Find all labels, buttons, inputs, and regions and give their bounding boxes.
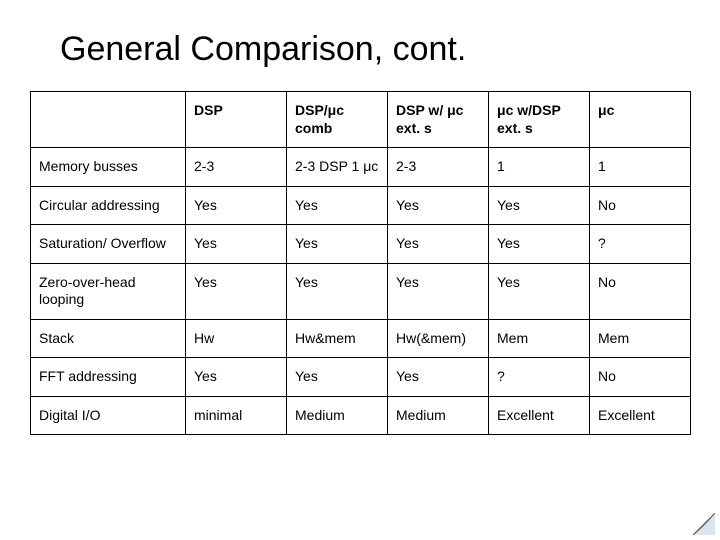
cell: Excellent: [489, 396, 590, 435]
cell: Mem: [590, 319, 691, 358]
cell: 2-3 DSP 1 μc: [287, 148, 388, 187]
row-label: Digital I/O: [31, 396, 186, 435]
row-label: Zero-over-head looping: [31, 263, 186, 319]
table-row: Digital I/O minimal Medium Medium Excell…: [31, 396, 691, 435]
table-row: Saturation/ Overflow Yes Yes Yes Yes ?: [31, 225, 691, 264]
table-row: Zero-over-head looping Yes Yes Yes Yes N…: [31, 263, 691, 319]
table-row: FFT addressing Yes Yes Yes ? No: [31, 358, 691, 397]
cell: Yes: [388, 263, 489, 319]
row-label: FFT addressing: [31, 358, 186, 397]
cell: Yes: [287, 358, 388, 397]
cell: Yes: [186, 186, 287, 225]
table-row: Circular addressing Yes Yes Yes Yes No: [31, 186, 691, 225]
col-header: DSP: [186, 92, 287, 148]
cell: Medium: [388, 396, 489, 435]
cell: Yes: [489, 225, 590, 264]
col-header: DSP w/ μc ext. s: [388, 92, 489, 148]
slide-title: General Comparison, cont.: [60, 30, 690, 69]
cell: 1: [489, 148, 590, 187]
cell: 1: [590, 148, 691, 187]
comparison-table: DSP DSP/μc comb DSP w/ μc ext. s μc w/DS…: [30, 91, 691, 435]
cell: Yes: [287, 263, 388, 319]
cell: Excellent: [590, 396, 691, 435]
cell: No: [590, 263, 691, 319]
cell: 2-3: [388, 148, 489, 187]
cell: No: [590, 358, 691, 397]
col-header: [31, 92, 186, 148]
row-label: Saturation/ Overflow: [31, 225, 186, 264]
cell: Hw&mem: [287, 319, 388, 358]
cell: 2-3: [186, 148, 287, 187]
cell: Medium: [287, 396, 388, 435]
cell: Hw: [186, 319, 287, 358]
cell: Yes: [186, 263, 287, 319]
cell: ?: [590, 225, 691, 264]
cell: Yes: [489, 263, 590, 319]
cell: Yes: [489, 186, 590, 225]
cell: ?: [489, 358, 590, 397]
cell: Yes: [287, 225, 388, 264]
page-curl-icon: [693, 513, 715, 535]
cell: Hw(&mem): [388, 319, 489, 358]
col-header: μc w/DSP ext. s: [489, 92, 590, 148]
row-label: Memory busses: [31, 148, 186, 187]
cell: minimal: [186, 396, 287, 435]
table-header-row: DSP DSP/μc comb DSP w/ μc ext. s μc w/DS…: [31, 92, 691, 148]
col-header: DSP/μc comb: [287, 92, 388, 148]
cell: Yes: [388, 358, 489, 397]
cell: No: [590, 186, 691, 225]
table-row: Stack Hw Hw&mem Hw(&mem) Mem Mem: [31, 319, 691, 358]
table-row: Memory busses 2-3 2-3 DSP 1 μc 2-3 1 1: [31, 148, 691, 187]
cell: Yes: [186, 358, 287, 397]
col-header: μc: [590, 92, 691, 148]
cell: Mem: [489, 319, 590, 358]
row-label: Stack: [31, 319, 186, 358]
row-label: Circular addressing: [31, 186, 186, 225]
cell: Yes: [388, 225, 489, 264]
cell: Yes: [287, 186, 388, 225]
cell: Yes: [388, 186, 489, 225]
slide-container: General Comparison, cont. DSP DSP/μc com…: [0, 0, 720, 540]
cell: Yes: [186, 225, 287, 264]
